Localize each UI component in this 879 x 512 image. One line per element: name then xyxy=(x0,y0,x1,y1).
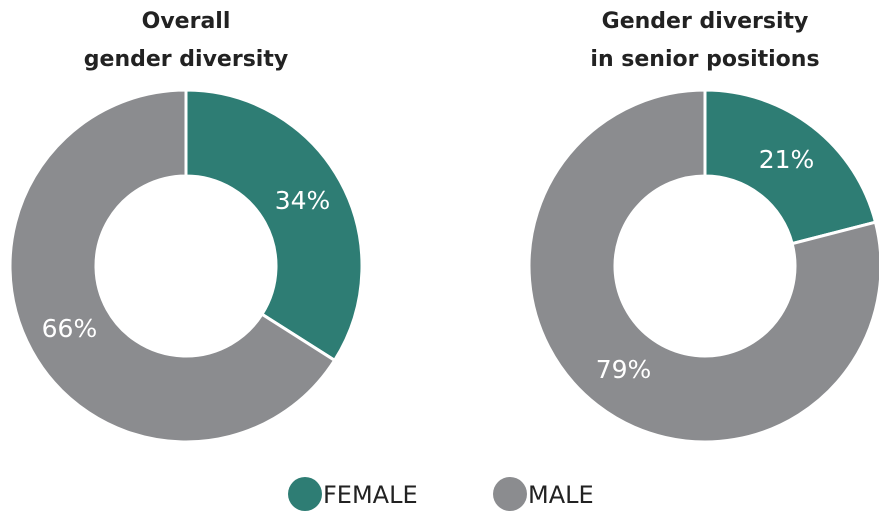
legend-swatch xyxy=(493,477,527,511)
value-label: 66% xyxy=(42,314,98,343)
chart-title: Gender diversity xyxy=(602,9,809,34)
chart-title: in senior positions xyxy=(590,47,819,72)
value-label: 21% xyxy=(759,145,815,174)
legend-label: FEMALE xyxy=(323,481,418,509)
value-label: 79% xyxy=(596,355,652,384)
legend-label: MALE xyxy=(528,481,594,509)
donut-segment xyxy=(527,88,879,444)
donut-segment xyxy=(8,88,337,444)
donut-segment xyxy=(703,88,878,246)
chart-title: gender diversity xyxy=(84,47,288,72)
value-label: 34% xyxy=(275,186,331,215)
legend-swatch xyxy=(288,477,322,511)
chart-title: Overall xyxy=(142,9,231,34)
donut-segment xyxy=(184,88,364,363)
